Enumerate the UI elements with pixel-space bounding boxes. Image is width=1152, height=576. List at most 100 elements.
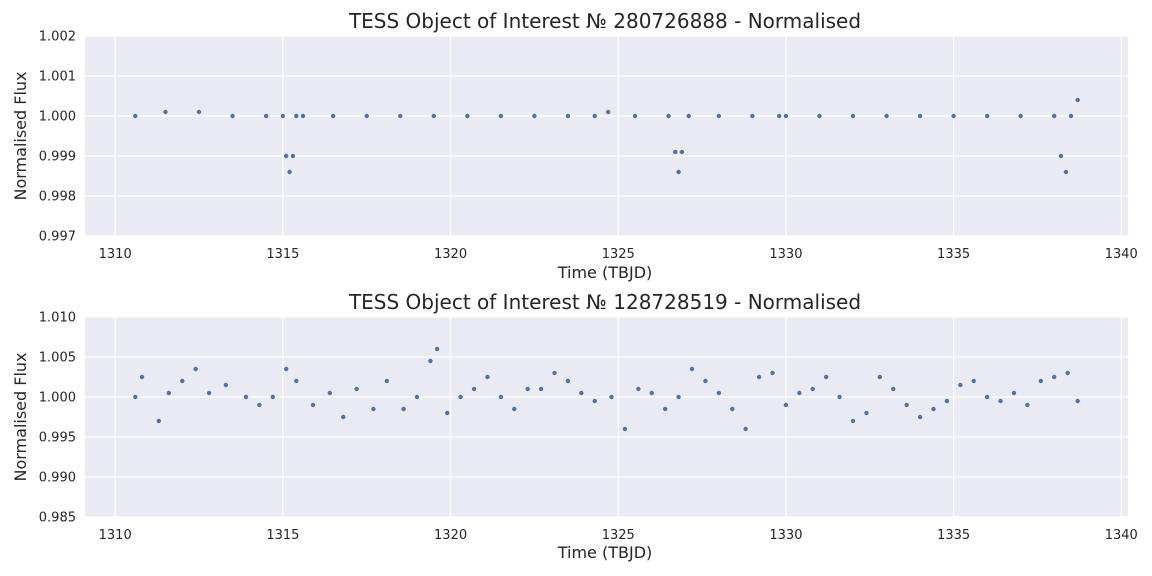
bottom-data-point bbox=[1065, 370, 1070, 376]
bottom-data-point bbox=[180, 378, 185, 384]
bottom-x-tick-label: 1315 bbox=[266, 528, 299, 543]
bottom-data-point bbox=[538, 386, 544, 392]
bottom-data-point bbox=[193, 366, 198, 372]
bottom-x-tick-label: 1330 bbox=[769, 528, 802, 543]
bottom-data-point bbox=[579, 390, 584, 396]
top-data-point bbox=[1018, 113, 1023, 119]
bottom-data-point bbox=[498, 394, 504, 400]
top-data-point bbox=[330, 113, 336, 119]
bottom-data-point bbox=[864, 410, 869, 416]
bottom-data-point bbox=[552, 370, 557, 376]
bottom-data-point bbox=[904, 402, 909, 408]
bottom-data-point bbox=[689, 366, 695, 372]
bottom-data-point bbox=[485, 374, 490, 380]
top-x-tick-label: 1335 bbox=[937, 247, 970, 262]
bottom-data-point bbox=[810, 386, 815, 392]
bottom-data-point bbox=[770, 370, 775, 376]
top-data-point bbox=[1063, 169, 1069, 175]
top-data-point bbox=[398, 113, 403, 119]
top-x-tick-label: 1315 bbox=[266, 247, 299, 262]
bottom-data-point bbox=[676, 394, 681, 400]
bottom-x-tick-label: 1335 bbox=[937, 528, 970, 543]
bottom-data-point bbox=[931, 406, 936, 412]
bottom-data-point bbox=[850, 418, 856, 424]
bottom-data-point bbox=[944, 398, 950, 404]
top-data-point bbox=[287, 169, 292, 175]
bottom-data-point bbox=[401, 406, 406, 412]
bottom-x-axis-label: Time (TBJD) bbox=[557, 543, 653, 562]
bottom-data-point bbox=[891, 386, 896, 392]
bottom-data-point bbox=[139, 374, 145, 380]
top-data-point bbox=[850, 113, 856, 119]
top-x-axis-label: Time (TBJD) bbox=[557, 263, 653, 282]
bottom-y-tick-label: 1.010 bbox=[39, 311, 76, 326]
top-x-tick-label: 1320 bbox=[434, 247, 467, 262]
top-plot-area bbox=[85, 36, 1128, 236]
top-data-point bbox=[884, 113, 889, 119]
bottom-data-point bbox=[384, 378, 390, 384]
bottom-data-point bbox=[270, 394, 276, 400]
bottom-data-point bbox=[917, 414, 923, 420]
bottom-y-tick-label: 1.005 bbox=[39, 351, 76, 366]
bottom-x-tick-label: 1340 bbox=[1105, 528, 1138, 543]
bottom-data-point bbox=[716, 390, 722, 396]
bottom-points bbox=[133, 346, 1080, 432]
bottom-data-point bbox=[797, 390, 802, 396]
top-y-ticks: 0.997 0.998 0.999 1.000 1.001 1.002 bbox=[39, 30, 76, 245]
bottom-x-tick-label: 1310 bbox=[99, 528, 132, 543]
top-y-tick-label: 0.997 bbox=[39, 230, 76, 245]
bottom-data-point bbox=[243, 394, 249, 400]
bottom-data-point bbox=[223, 382, 229, 388]
top-data-point bbox=[605, 109, 611, 115]
top-data-point bbox=[1052, 113, 1057, 119]
bottom-data-point bbox=[609, 394, 614, 400]
bottom-data-point bbox=[428, 358, 433, 364]
top-data-point bbox=[280, 113, 286, 119]
bottom-data-point bbox=[622, 426, 628, 432]
bottom-data-point bbox=[998, 398, 1003, 404]
top-data-point bbox=[300, 113, 306, 119]
bottom-data-point bbox=[877, 374, 883, 380]
top-data-point bbox=[1058, 153, 1064, 159]
top-x-tick-label: 1310 bbox=[99, 247, 132, 262]
top-data-point bbox=[592, 113, 597, 119]
top-y-tick-label: 1.000 bbox=[39, 110, 76, 125]
bottom-data-point bbox=[327, 390, 333, 396]
bottom-data-point bbox=[458, 394, 463, 400]
bottom-data-point bbox=[1075, 398, 1080, 404]
top-data-point bbox=[290, 153, 296, 159]
top-points bbox=[133, 97, 1080, 175]
top-grid bbox=[85, 35, 1128, 237]
top-data-point bbox=[163, 109, 168, 115]
top-data-point bbox=[532, 113, 537, 119]
bottom-data-point bbox=[434, 346, 440, 352]
top-y-tick-label: 0.999 bbox=[39, 150, 76, 165]
top-y-axis-label: Normalised Flux bbox=[11, 71, 30, 200]
bottom-data-point bbox=[756, 374, 762, 380]
top-data-point bbox=[783, 113, 789, 119]
top-x-tick-label: 1340 bbox=[1105, 247, 1138, 262]
top-data-point bbox=[716, 113, 722, 119]
top-data-point bbox=[431, 113, 436, 119]
bottom-y-tick-label: 1.000 bbox=[39, 391, 76, 406]
bottom-data-point bbox=[156, 418, 161, 424]
top-data-point bbox=[632, 113, 638, 119]
top-y-tick-label: 1.002 bbox=[39, 30, 76, 45]
bottom-data-point bbox=[636, 386, 641, 392]
bottom-data-point bbox=[703, 378, 708, 384]
bottom-data-point bbox=[414, 394, 420, 400]
top-data-point bbox=[196, 109, 202, 115]
top-data-point bbox=[284, 153, 289, 159]
top-data-point bbox=[951, 113, 956, 119]
bottom-data-point bbox=[310, 402, 316, 408]
top-data-point bbox=[679, 149, 685, 155]
bottom-x-ticks: 1310 1315 1320 1325 1330 1335 1340 bbox=[99, 528, 1138, 543]
top-x-tick-label: 1325 bbox=[602, 247, 635, 262]
bottom-data-point bbox=[284, 366, 289, 372]
bottom-data-point bbox=[1052, 374, 1057, 380]
top-data-point bbox=[230, 113, 235, 119]
bottom-y-tick-label: 0.995 bbox=[39, 431, 76, 446]
top-y-tick-label: 0.998 bbox=[39, 190, 76, 205]
bottom-data-point bbox=[371, 406, 376, 412]
bottom-y-tick-label: 0.985 bbox=[39, 511, 76, 526]
